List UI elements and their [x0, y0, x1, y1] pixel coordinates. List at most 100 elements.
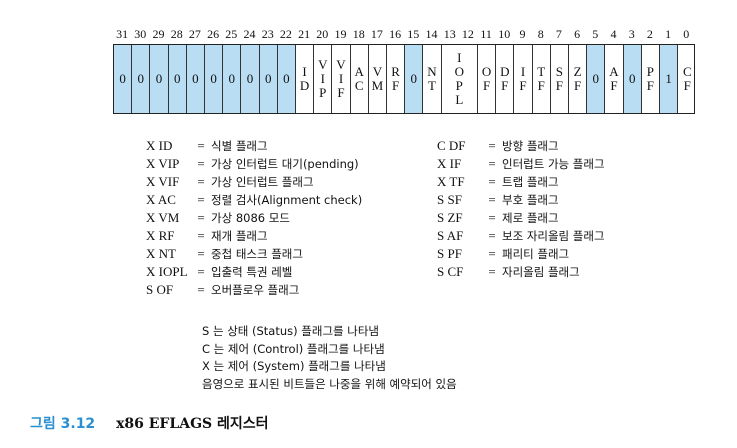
- bit-number: 28: [170, 27, 183, 41]
- bit-cell: 0: [186, 45, 205, 113]
- flag-description: 방향 플래그: [502, 139, 559, 153]
- equals-sign: =: [488, 174, 496, 189]
- bit-label-char: Z: [573, 64, 582, 79]
- legend-row: X IOPL = 입출력 특권 레벨: [146, 263, 362, 281]
- bit-label-char: R: [391, 64, 400, 79]
- bit-number: 20: [316, 27, 329, 41]
- equals-sign: =: [197, 228, 205, 243]
- bit-number: 30: [134, 27, 147, 41]
- bit-label-char: F: [683, 78, 691, 93]
- legend-row: S PF = 패리티 플래그: [437, 245, 605, 263]
- bit-number: 3: [628, 27, 635, 41]
- legend-row: X AC = 정렬 검사(Alignment check): [146, 191, 362, 209]
- legend-row: S SF = 부호 플래그: [437, 191, 605, 209]
- note-line: C 는 제어 (Control) 플래그를 나타냄: [202, 341, 385, 356]
- bit-cell: 0: [150, 45, 169, 113]
- legend-row: X VIF = 가상 인터럽트 플래그: [146, 173, 362, 191]
- bit-label-char: 0: [592, 71, 600, 86]
- bit-number: 21: [298, 27, 311, 41]
- bit-number: 25: [225, 27, 238, 41]
- bit-number: 0: [683, 27, 690, 41]
- bit-label-char: V: [318, 57, 328, 72]
- bit-number: 24: [243, 27, 256, 41]
- bit-label-char: D: [500, 64, 510, 79]
- bit-number: 13: [443, 27, 456, 41]
- bit-number: 16: [389, 27, 402, 41]
- flag-abbr: S OF: [146, 282, 174, 297]
- bit-cell: 0: [168, 45, 187, 113]
- flag-description: 가상 인터럽트 대기(pending): [211, 157, 359, 171]
- bit-cell: 0: [259, 45, 278, 113]
- legend-row: X IF = 인터럽트 가능 플래그: [437, 155, 605, 173]
- bit-label-char: 0: [173, 71, 181, 86]
- bit-label-char: I: [520, 64, 526, 79]
- equals-sign: =: [488, 264, 496, 279]
- note-line: S 는 상태 (Status) 플래그를 나타냄: [202, 324, 379, 338]
- flag-abbr: S CF: [437, 264, 464, 279]
- bit-label-char: F: [519, 78, 527, 93]
- bit-number: 18: [352, 27, 365, 41]
- note-line: 음영으로 표시된 비트들은 나중을 위해 예약되어 있음: [202, 376, 457, 391]
- legend-row: C DF = 방향 플래그: [437, 137, 605, 155]
- flag-description: 부호 플래그: [502, 193, 559, 207]
- bit-label-char: V: [336, 57, 346, 72]
- bit-label-char: F: [537, 78, 545, 93]
- flag-abbr: X ID: [146, 138, 173, 153]
- bit-label-char: I: [320, 71, 325, 86]
- bit-number: 15: [407, 27, 420, 41]
- bit-label-char: F: [482, 78, 491, 93]
- bit-label-char: V: [372, 64, 383, 79]
- bit-number: 9: [519, 27, 526, 41]
- legend-row: S CF = 자리올림 플래그: [437, 263, 605, 281]
- legend-row: X NT = 중첩 태스크 플래그: [146, 245, 362, 263]
- equals-sign: =: [488, 156, 496, 171]
- bit-label-char: N: [427, 64, 437, 79]
- bit-label-char: F: [573, 78, 582, 93]
- flag-description: 가상 인터럽트 플래그: [211, 175, 314, 189]
- bit-number: 17: [370, 27, 383, 41]
- bit-label-char: L: [455, 92, 464, 107]
- bit-label-char: 0: [410, 71, 418, 86]
- legend-row: S AF = 보조 자리올림 플래그: [437, 227, 605, 245]
- equals-sign: =: [197, 210, 205, 225]
- equals-sign: =: [197, 174, 205, 189]
- bit-label-char: 0: [192, 71, 199, 86]
- flag-description: 보조 자리올림 플래그: [502, 229, 605, 243]
- bit-label-char: F: [337, 85, 345, 100]
- flag-description: 정렬 검사(Alignment check): [211, 193, 363, 207]
- flag-description: 제로 플래그: [502, 211, 559, 225]
- bit-label-char: 0: [264, 71, 272, 86]
- bit-number: 2: [646, 27, 653, 41]
- bit-cell: 0: [205, 45, 224, 113]
- legend-row: X VIP = 가상 인터럽트 대기(pending): [146, 155, 362, 173]
- bit-label-char: C: [682, 64, 692, 79]
- legend-row: S OF = 오버플로우 플래그: [146, 281, 362, 299]
- bit-label-char: P: [646, 64, 654, 79]
- flag-abbr: S SF: [437, 192, 462, 207]
- flag-abbr: X TF: [437, 174, 465, 189]
- bit-cell: 0: [623, 45, 642, 113]
- bit-number: 7: [555, 27, 562, 41]
- bit-number: 19: [334, 27, 347, 41]
- flag-abbr: X VM: [146, 210, 180, 225]
- bit-label-char: 0: [628, 71, 636, 86]
- bit-label-char: A: [354, 64, 364, 79]
- bit-number: 29: [152, 27, 165, 41]
- bit-number: 10: [498, 27, 511, 41]
- flag-abbr: X RF: [146, 228, 175, 243]
- flag-abbr: S AF: [437, 228, 464, 243]
- equals-sign: =: [197, 192, 205, 207]
- equals-sign: =: [197, 282, 205, 297]
